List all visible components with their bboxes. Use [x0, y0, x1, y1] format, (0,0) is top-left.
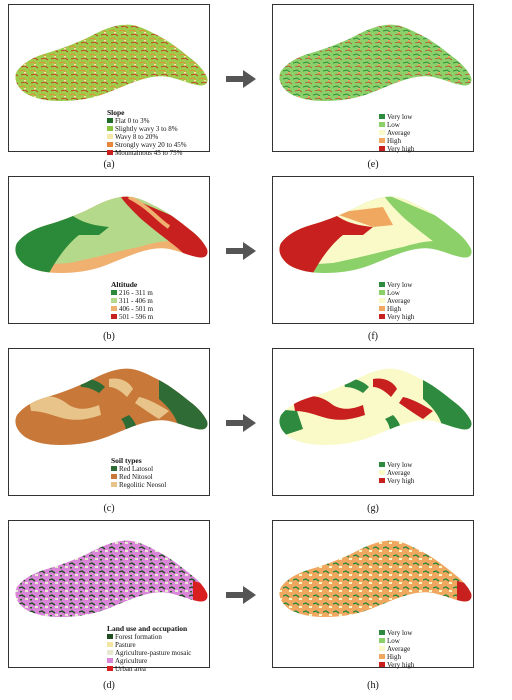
panel-a-slope: Slope Flat 0 to 3% Slightly wavy 3 to 8%… — [8, 4, 210, 157]
legend-item: Low — [379, 289, 414, 297]
legend-title: Land use and occupation — [107, 624, 188, 633]
legend-item: Agriculture-pasture mosaic — [107, 649, 191, 657]
caption-h: (h) — [367, 680, 379, 691]
legend-item: Low — [379, 637, 414, 645]
legend-item: Pasture — [107, 641, 191, 649]
legend-item: Very high — [379, 477, 414, 485]
legend-title: Soil types — [111, 456, 142, 465]
legend-item: Average — [379, 469, 414, 477]
legend-item: 501 - 596 m — [111, 313, 153, 321]
legend-item: Mountainous 45 to 75% — [107, 149, 187, 157]
legend-item: Regolitic Neosol — [111, 481, 166, 489]
legend-item: Agriculture — [107, 657, 191, 665]
panel-g-soil-vulnerability: Very low Average Very high — [272, 348, 474, 496]
arrow-right-icon — [226, 242, 256, 260]
legend-item: Very high — [379, 145, 414, 153]
legend-item: High — [379, 305, 414, 313]
soil-types-map — [15, 368, 208, 445]
caption-f: (f) — [368, 331, 378, 342]
legend-item: Very low — [379, 461, 414, 469]
slope-vulnerability-map — [279, 24, 472, 101]
caption-b: (b) — [103, 331, 115, 342]
legend-h: Very low Low Average High Very high — [379, 629, 414, 669]
legend-item: Forest formation — [107, 633, 191, 641]
slope-map — [15, 24, 208, 101]
legend-item: Red Latosol — [111, 465, 166, 473]
caption-d: (d) — [103, 680, 115, 691]
legend-item: Wavy 8 to 20% — [107, 133, 187, 141]
altitude-vulnerability-map — [279, 196, 472, 273]
legend-item: Strongly wavy 20 to 45% — [107, 141, 187, 149]
legend-title: Altitude — [111, 280, 138, 289]
panel-e-slope-vulnerability: Very low Low Average High Very high — [272, 4, 474, 153]
legend-item: 216 - 311 m — [111, 289, 153, 297]
panel-c-soil-types: Soil types Red Latosol Red Nitosol Regol… — [8, 348, 210, 496]
legend-item: Average — [379, 129, 414, 137]
panel-h-land-use-vulnerability: Very low Low Average High Very high — [272, 520, 474, 669]
panel-f-altitude-vulnerability: Very low Low Average High Very high — [272, 176, 474, 324]
legend-item: Very high — [379, 313, 414, 321]
legend-item: Flat 0 to 3% — [107, 117, 187, 125]
caption-g: (g) — [367, 503, 379, 514]
caption-e: (e) — [367, 159, 379, 170]
arrow-right-icon — [226, 70, 256, 88]
legend-f: Very low Low Average High Very high — [379, 281, 414, 321]
legend-b: Altitude 216 - 311 m 311 - 406 m 406 - 5… — [111, 281, 153, 321]
legend-item: High — [379, 137, 414, 145]
legend-item: Average — [379, 645, 414, 653]
land-use-vulnerability-map — [279, 540, 472, 617]
legend-item: Very low — [379, 281, 414, 289]
legend-title: Slope — [107, 108, 125, 117]
caption-c: (c) — [103, 503, 115, 514]
legend-a: Slope Flat 0 to 3% Slightly wavy 3 to 8%… — [107, 109, 187, 157]
arrow-right-icon — [226, 586, 256, 604]
caption-a: (a) — [103, 159, 115, 170]
legend-e: Very low Low Average High Very high — [379, 113, 414, 153]
arrow-right-icon — [226, 414, 256, 432]
panel-d-land-use: Land use and occupation Forest formation… — [8, 520, 210, 673]
soil-vulnerability-map — [279, 368, 472, 445]
legend-item: Red Nitosol — [111, 473, 166, 481]
legend-item: Very high — [379, 661, 414, 669]
legend-g: Very low Average Very high — [379, 461, 414, 485]
altitude-map — [15, 196, 208, 273]
legend-c: Soil types Red Latosol Red Nitosol Regol… — [111, 457, 166, 489]
panel-b-altitude: Altitude 216 - 311 m 311 - 406 m 406 - 5… — [8, 176, 210, 324]
legend-item: 311 - 406 m — [111, 297, 153, 305]
legend-item: Average — [379, 297, 414, 305]
legend-item: Slightly wavy 3 to 8% — [107, 125, 187, 133]
legend-d: Land use and occupation Forest formation… — [107, 625, 191, 673]
legend-item: Urban area — [107, 665, 191, 673]
land-use-map — [15, 540, 208, 617]
legend-item: Low — [379, 121, 414, 129]
legend-item: 406 - 501 m — [111, 305, 153, 313]
legend-item: High — [379, 653, 414, 661]
legend-item: Very low — [379, 113, 414, 121]
legend-item: Very low — [379, 629, 414, 637]
